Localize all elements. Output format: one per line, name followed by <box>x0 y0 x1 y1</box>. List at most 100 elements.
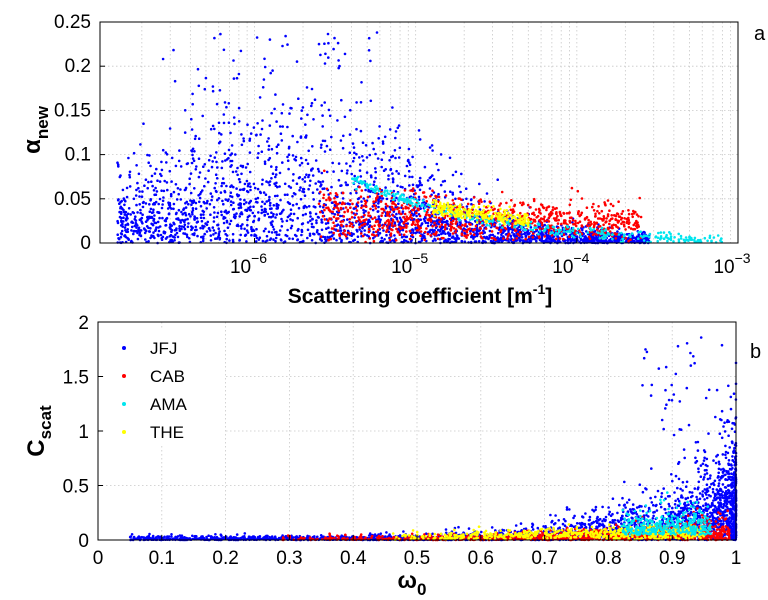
scatter-point-jfj <box>287 167 290 171</box>
scatter-point-cab <box>494 238 497 241</box>
scatter-point-jfj <box>236 194 240 198</box>
scatter-point-jfj <box>120 229 124 233</box>
y-tick-label-a: 0.2 <box>65 56 91 77</box>
scatter-point-jfj <box>264 227 267 231</box>
scatter-point-jfj <box>161 216 164 220</box>
scatter-point-cab <box>326 219 330 222</box>
scatter-point-jfj <box>273 194 277 198</box>
scatter-point-jfj <box>437 168 440 172</box>
scatter-point-jfj <box>116 233 119 236</box>
scatter-point-ama <box>513 225 516 229</box>
scatter-point-jfj <box>405 239 408 243</box>
scatter-point-jfj <box>172 48 175 52</box>
x-axis-label-a-main: Scattering coefficient [m <box>288 285 533 308</box>
y-tick-label-a: 0.05 <box>54 189 91 210</box>
scatter-point-cab <box>366 195 370 199</box>
scatter-point-cab <box>439 218 443 221</box>
scatter-point-ama <box>600 229 603 233</box>
scatter-point-jfj <box>496 178 500 181</box>
scatter-point-cab <box>323 208 326 212</box>
scatter-point-cab <box>360 224 364 227</box>
scatter-point-the <box>431 204 434 208</box>
scatter-point-jfj <box>381 142 385 145</box>
scatter-point-jfj <box>152 208 155 211</box>
scatter-point-cab <box>594 212 597 216</box>
scatter-point-the <box>521 217 524 220</box>
scatter-point-cab <box>562 237 565 241</box>
scatter-point-jfj <box>230 152 234 155</box>
scatter-point-jfj <box>270 231 274 234</box>
scatter-point-jfj <box>239 233 242 237</box>
scatter-point-the <box>477 210 481 213</box>
scatter-point-cab <box>348 217 352 221</box>
scatter-point-jfj <box>729 407 733 411</box>
scatter-point-jfj <box>138 218 142 222</box>
scatter-point-jfj <box>540 239 543 243</box>
scatter-point-ama <box>571 226 575 230</box>
scatter-point-jfj <box>215 215 219 219</box>
scatter-point-the <box>471 206 474 209</box>
scatter-point-cab <box>335 206 339 209</box>
scatter-point-jfj <box>239 164 243 168</box>
scatter-point-jfj <box>232 77 236 80</box>
scatter-point-jfj <box>430 144 434 147</box>
scatter-point-ama <box>662 231 666 234</box>
scatter-point-jfj <box>231 232 235 236</box>
scatter-point-jfj <box>298 164 302 167</box>
scatter-point-cab <box>356 201 360 204</box>
scatter-point-jfj <box>395 169 398 173</box>
scatter-point-cab <box>382 224 386 227</box>
scatter-point-the <box>487 204 490 208</box>
scatter-point-cab <box>396 230 399 233</box>
scatter-point-jfj <box>167 201 170 204</box>
scatter-point-cab <box>367 214 370 217</box>
scatter-point-ama <box>679 237 683 240</box>
scatter-point-jfj <box>149 198 153 201</box>
scatter-point-cab <box>319 210 322 214</box>
scatter-point-jfj <box>253 186 257 190</box>
scatter-point-ama <box>507 223 511 226</box>
scatter-point-cab <box>563 219 566 222</box>
scatter-point-jfj <box>264 193 268 196</box>
scatter-point-jfj <box>303 194 307 197</box>
scatter-point-jfj <box>353 216 356 219</box>
scatter-point-cab <box>361 234 365 238</box>
scatter-point-jfj <box>252 205 255 208</box>
scatter-point-cab <box>519 211 522 215</box>
scatter-point-jfj <box>546 237 550 240</box>
scatter-point-cab <box>605 217 608 220</box>
scatter-point-cab <box>614 237 618 240</box>
scatter-point-jfj <box>267 137 270 140</box>
y-axis-label-a-main: α <box>19 139 46 154</box>
x-tick-exp-a: −5 <box>412 250 428 266</box>
scatter-point-jfj <box>364 144 368 147</box>
scatter-point-cab <box>379 200 383 203</box>
scatter-point-jfj <box>391 178 395 181</box>
scatter-point-jfj <box>278 125 282 128</box>
scatter-point-jfj <box>267 148 271 151</box>
scatter-point-jfj <box>246 123 249 126</box>
scatter-point-jfj <box>185 200 189 204</box>
scatter-point-jfj <box>182 225 186 229</box>
scatter-point-cab <box>549 227 553 230</box>
scatter-point-jfj <box>253 234 256 238</box>
scatter-point-jfj <box>346 169 349 172</box>
scatter-point-jfj <box>222 48 226 52</box>
scatter-point-jfj <box>301 106 305 109</box>
scatter-point-jfj <box>257 152 260 155</box>
panel-b: 00.511.520 0.1 0.2 0.3 0.4 0.5 0.6 0.7 0.8 0.9 1 b… <box>23 313 761 599</box>
scatter-point-cab <box>568 221 572 224</box>
scatter-point-jfj <box>649 496 652 500</box>
scatter-point-cab <box>454 222 458 225</box>
scatter-point-jfj <box>371 208 375 212</box>
scatter-point-cab <box>632 209 635 213</box>
scatter-point-cab <box>394 203 398 207</box>
scatter-point-ama <box>631 232 634 235</box>
scatter-point-cab <box>418 227 421 230</box>
scatter-point-jfj <box>205 201 209 205</box>
scatter-point-cab <box>557 218 560 222</box>
scatter-point-jfj <box>223 189 226 193</box>
scatter-point-jfj <box>490 526 494 529</box>
scatter-point-jfj <box>271 220 274 223</box>
scatter-point-cab <box>590 222 593 226</box>
